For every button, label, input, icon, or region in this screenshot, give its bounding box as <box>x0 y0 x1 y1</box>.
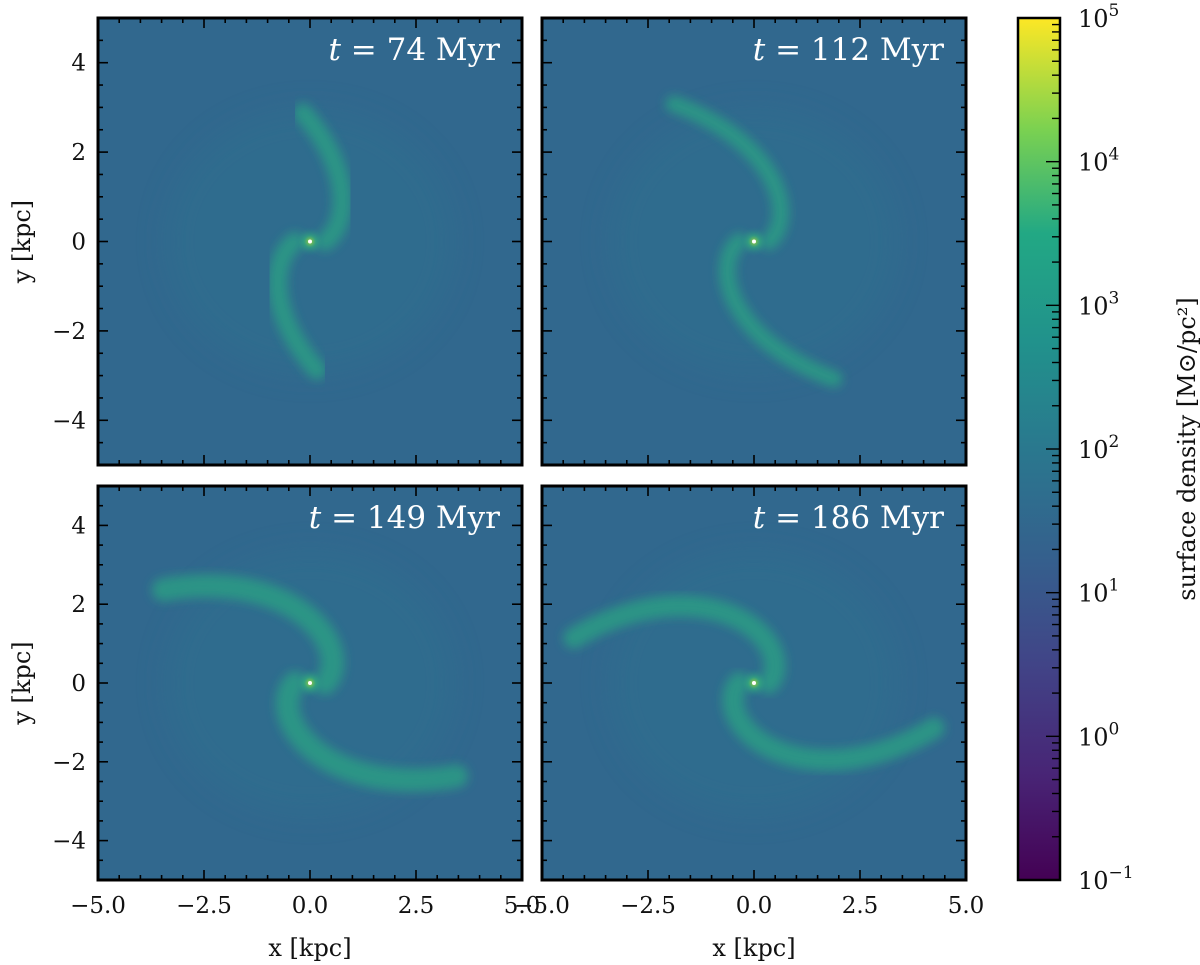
tick-marks <box>97 485 523 881</box>
central-point <box>308 239 312 244</box>
density-map <box>542 18 966 465</box>
y-tick-label: −2 <box>52 319 86 345</box>
y-tick-label: 0 <box>71 671 86 697</box>
tick-marks <box>97 17 523 466</box>
time-label: t = 112 Myr <box>753 32 944 68</box>
y-axis-label: y [kpc] <box>8 200 36 284</box>
y-tick-label: −4 <box>52 829 86 855</box>
colorbar-tick-label: 104 <box>1078 145 1119 177</box>
y-tick-label: 2 <box>71 592 86 618</box>
spiral-arm <box>665 95 790 250</box>
time-value: = 186 Myr <box>765 500 944 536</box>
y-tick-label: 0 <box>71 230 86 256</box>
spiral-arm <box>275 671 469 792</box>
central-point <box>752 681 756 685</box>
time-value: = 149 Myr <box>321 500 500 536</box>
time-symbol: t <box>309 500 322 536</box>
x-tick-label: 5.0 <box>504 893 541 919</box>
x-tick-label: −5.0 <box>514 893 570 919</box>
x-tick-label: −2.5 <box>620 893 676 919</box>
density-map <box>542 486 966 880</box>
x-tick-label: 0.0 <box>292 893 329 919</box>
x-tick-label: 2.5 <box>842 893 879 919</box>
time-symbol: t <box>328 32 341 68</box>
colorbar-ticks <box>1046 17 1060 881</box>
central-point <box>752 239 756 244</box>
y-axis-label: y [kpc] <box>8 641 36 725</box>
panel-bottom-right: t = 186 Myr −5.0 −2.5 0.0 2.5 5.0 x [kpc] <box>514 484 985 962</box>
spiral-arm <box>718 233 843 388</box>
time-value: = 112 Myr <box>765 32 944 68</box>
density-map <box>98 486 522 880</box>
spiral-arm <box>293 103 352 252</box>
x-axis-label: x [kpc] <box>712 934 795 962</box>
tick-marks <box>541 17 967 466</box>
y-tick-label: 2 <box>71 140 86 166</box>
panel-top-left: t = 74 Myr 4 2 0 −2 −4 y [kpc] <box>8 16 524 467</box>
time-symbol: t <box>753 500 766 536</box>
time-symbol: t <box>753 32 766 68</box>
spiral-arm <box>151 574 345 695</box>
y-tick-label: 4 <box>71 513 86 539</box>
colorbar-tick-label: 105 <box>1078 1 1119 33</box>
tick-marks <box>541 485 967 881</box>
x-tick-label: −2.5 <box>176 893 232 919</box>
y-tick-label: 4 <box>71 51 86 77</box>
time-label: t = 149 Myr <box>309 500 500 536</box>
colorbar-label: surface density [M⊙/pc²] <box>1173 297 1200 600</box>
x-axis-label: x [kpc] <box>268 934 351 962</box>
colorbar-tick-label: 102 <box>1078 432 1119 464</box>
density-map <box>98 18 522 465</box>
spiral-arm <box>722 672 945 771</box>
time-value: = 74 Myr <box>341 32 500 68</box>
x-tick-label: 0.0 <box>736 893 773 919</box>
y-tick-label: −4 <box>52 408 86 434</box>
panel-bottom-left: t = 149 Myr 4 2 0 −2 −4 y [kpc] −5.0 −2.5 0.0 2.5 5… <box>8 484 541 962</box>
time-label: t = 74 Myr <box>328 32 500 68</box>
x-tick-label: −5.0 <box>70 893 126 919</box>
x-tick-label: 2.5 <box>398 893 435 919</box>
colorbar-tick-label: 101 <box>1078 576 1119 608</box>
spiral-arm <box>268 231 327 380</box>
colorbar-tick-label: 100 <box>1078 719 1119 751</box>
central-point <box>308 681 312 685</box>
colorbar: 105 104 103 102 101 100 10−1 surface density [M… <box>1016 1 1200 895</box>
panel-top-right: t = 112 Myr <box>540 16 968 467</box>
time-label: t = 186 Myr <box>753 500 944 536</box>
spiral-arm <box>563 595 786 694</box>
colorbar-tick-label: 103 <box>1078 288 1119 320</box>
x-tick-label: 5.0 <box>948 893 985 919</box>
y-tick-label: −2 <box>52 750 86 776</box>
colorbar-tick-label: 10−1 <box>1078 863 1134 895</box>
